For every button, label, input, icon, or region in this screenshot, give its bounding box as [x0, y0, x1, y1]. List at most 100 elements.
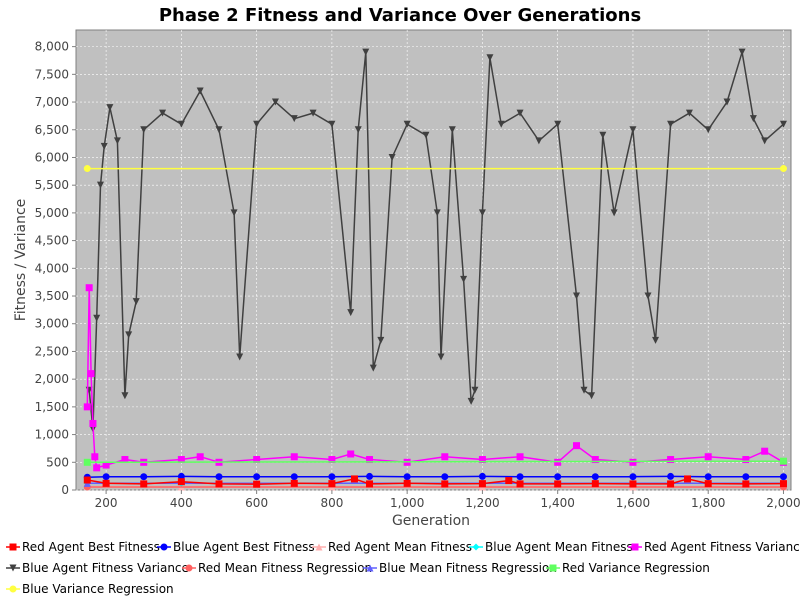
data-point	[253, 480, 261, 488]
data-point	[554, 120, 562, 128]
plot-area	[75, 29, 792, 491]
data-point	[588, 392, 596, 400]
y-tick-label: 2,000	[35, 372, 69, 386]
legend-item: Blue Agent Mean Fitness	[469, 540, 633, 554]
data-point	[89, 419, 97, 427]
data-point	[215, 473, 223, 481]
legend-item: Blue Mean Fitness Regression	[363, 561, 557, 575]
data-point	[516, 453, 524, 461]
legend-label: Red Mean Fitness Regression	[198, 561, 372, 575]
data-point	[516, 473, 524, 481]
data-point	[497, 120, 505, 128]
data-point	[290, 115, 298, 123]
data-point	[140, 480, 148, 488]
data-point	[347, 309, 355, 317]
data-point	[667, 120, 675, 128]
data-point	[328, 480, 336, 488]
data-point	[83, 403, 91, 411]
legend-item: Red Variance Regression	[546, 561, 710, 575]
data-point	[761, 447, 769, 455]
data-point	[441, 480, 449, 488]
series-blue-agent-best-fitness	[83, 472, 787, 481]
x-axis-label: Generation	[392, 513, 470, 529]
data-point	[749, 115, 757, 123]
data-point	[177, 456, 185, 464]
data-point	[704, 453, 712, 461]
data-point	[253, 456, 261, 464]
data-point	[742, 480, 750, 488]
legend-item: Blue Agent Fitness Variance	[6, 561, 189, 575]
data-point	[290, 479, 298, 487]
y-tick-label: 3,500	[35, 289, 69, 303]
legend-marker	[160, 543, 168, 551]
legend-marker	[9, 585, 17, 593]
x-tick-label: 1,000	[390, 496, 424, 510]
data-point	[573, 292, 580, 300]
data-point	[121, 456, 129, 464]
x-tick-label: 1,400	[541, 496, 575, 510]
data-point	[354, 126, 362, 134]
data-point	[91, 453, 99, 461]
data-point	[516, 109, 524, 117]
axis-ticks: 0 500 1,000 1,500 2,000 2,500 3,000 3,500 4,000 4…	[35, 40, 800, 510]
data-point	[599, 131, 607, 139]
data-point	[591, 456, 599, 464]
data-point	[93, 464, 101, 472]
y-tick-label: 2,500	[35, 344, 69, 358]
legend-label: Blue Agent Mean Fitness	[485, 540, 633, 554]
data-point	[215, 480, 223, 488]
data-point	[83, 165, 91, 173]
data-point	[100, 142, 108, 150]
legend-label: Blue Agent Fitness Variance	[22, 561, 189, 575]
data-point	[366, 480, 374, 488]
legend-marker	[185, 564, 193, 572]
data-point	[779, 165, 787, 173]
data-point	[121, 392, 129, 400]
data-point	[460, 275, 468, 283]
x-tick-label: 1,200	[465, 496, 499, 510]
data-point	[610, 209, 618, 217]
data-point	[667, 456, 675, 464]
x-tick-label: 1,600	[616, 496, 650, 510]
data-point	[350, 475, 358, 483]
data-point	[441, 473, 449, 481]
data-point	[554, 473, 562, 481]
data-point	[140, 473, 148, 481]
y-tick-label: 500	[46, 455, 69, 469]
legend-marker	[9, 564, 17, 572]
series-line	[88, 51, 784, 430]
y-tick-label: 7,000	[35, 95, 69, 109]
data-point	[102, 461, 110, 469]
x-tick-label: 1,800	[691, 496, 725, 510]
data-point	[93, 314, 101, 322]
data-point	[85, 284, 93, 292]
data-point	[290, 453, 298, 461]
series-red-variance-regression	[83, 457, 787, 466]
data-point	[366, 456, 374, 464]
y-tick-label: 6,500	[35, 123, 69, 137]
series-line	[87, 475, 784, 479]
data-point	[478, 472, 486, 480]
x-tick-label: 400	[170, 496, 193, 510]
legend-marker	[631, 543, 639, 551]
data-point	[177, 478, 185, 486]
data-point	[448, 126, 456, 134]
data-point	[369, 364, 377, 372]
data-point	[328, 473, 336, 481]
data-point	[779, 457, 787, 465]
y-tick-label: 5,000	[35, 206, 69, 220]
series-line	[87, 460, 784, 464]
grid	[76, 30, 791, 491]
data-point	[467, 397, 475, 405]
y-tick-label: 7,500	[35, 67, 69, 81]
data-point	[761, 137, 769, 145]
data-point	[779, 120, 787, 128]
data-point	[629, 473, 637, 481]
data-point	[83, 476, 91, 484]
legend-label: Red Agent Best Fitness	[22, 540, 160, 554]
legend-label: Blue Mean Fitness Regression	[379, 561, 557, 575]
data-point	[573, 442, 580, 450]
data-point	[253, 120, 261, 128]
x-tick-label: 2,000	[766, 496, 800, 510]
data-point	[309, 109, 317, 117]
